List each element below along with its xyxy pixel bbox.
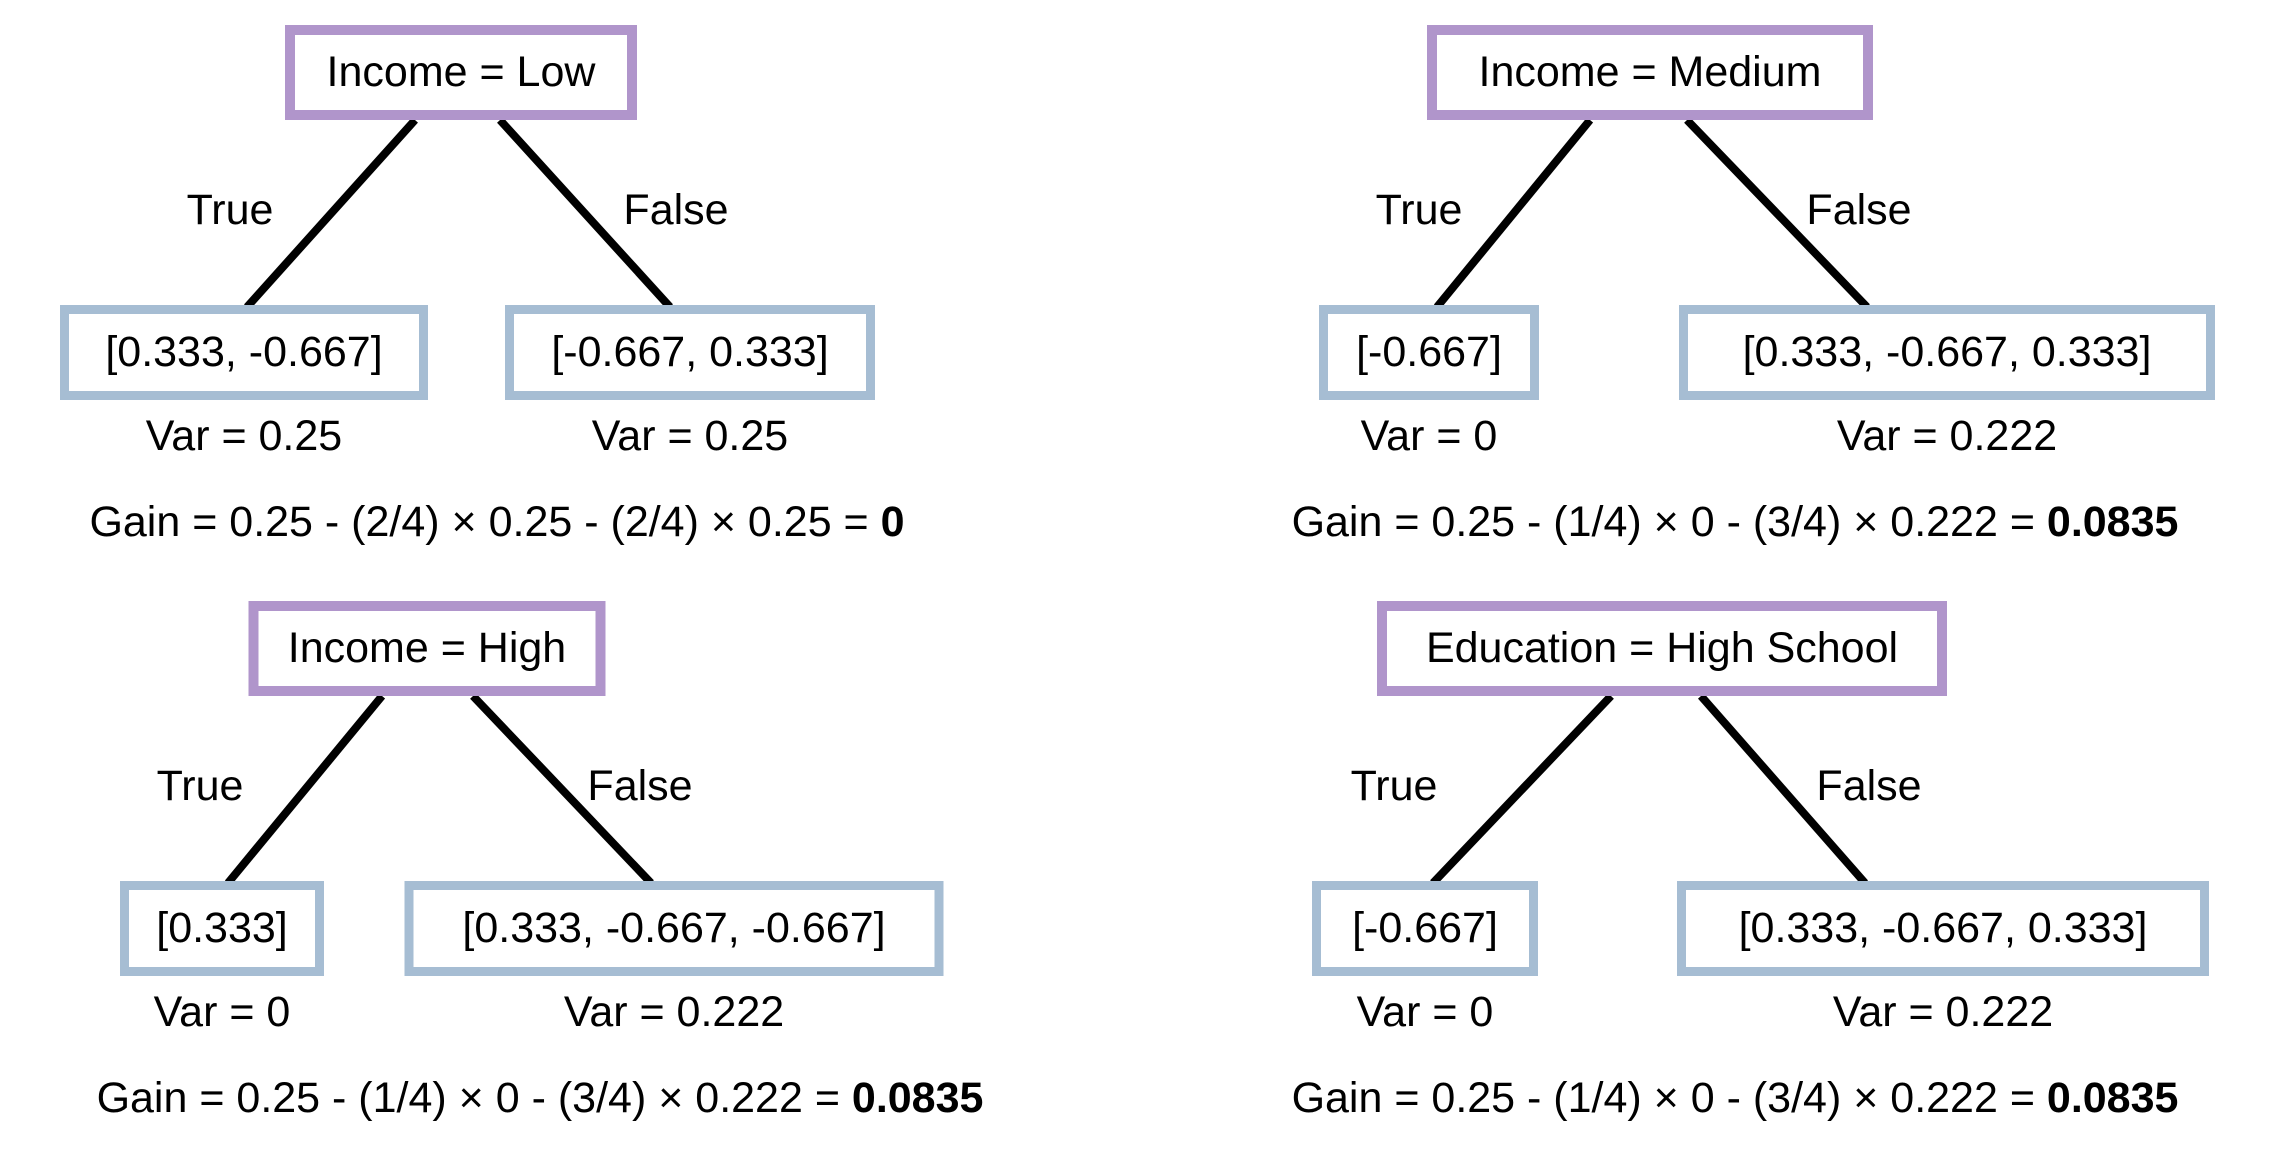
gain-result: 0.0835 [851,1074,984,1122]
variance-label-right: Var = 0.222 [1832,988,2054,1036]
tree-diagram-income-low: Income = Low True False [0.333, -0.667] … [0,0,1144,575]
tree-diagram-income-medium: Income = Medium True False [-0.667] [0.3… [1144,0,2288,575]
tree-diagram-education-high-school: Education = High School True False [-0.6… [1144,576,2288,1151]
leaf-node-right: [0.333, -0.667, 0.333] [1679,305,2215,400]
leaf-node-left: [-0.667] [1312,881,1538,976]
variance-label-right: Var = 0.222 [1836,412,2058,460]
decision-node: Income = Low [285,25,637,120]
gain-result: 0.0835 [2046,498,2179,546]
variance-label-left: Var = 0.25 [145,412,343,460]
false-branch-line [470,693,654,886]
gain-expression: Gain = 0.25 - (1/4) × 0 - (3/4) × 0.222 … [96,1074,852,1122]
branch-true-label: True [1350,762,1438,810]
branch-false-label: False [587,762,693,810]
leaf-node-right: [-0.667, 0.333] [505,305,875,400]
leaf-node-right: [0.333, -0.667, 0.333] [1677,881,2209,976]
gain-expression: Gain = 0.25 - (2/4) × 0.25 - (2/4) × 0.2… [89,498,881,546]
gain-expression: Gain = 0.25 - (1/4) × 0 - (3/4) × 0.222 … [1291,1074,2047,1122]
false-branch-line [1684,117,1870,310]
gain-formula: Gain = 0.25 - (1/4) × 0 - (3/4) × 0.222 … [97,1074,984,1123]
branch-true-label: True [1375,186,1463,234]
gain-formula: Gain = 0.25 - (1/4) × 0 - (3/4) × 0.222 … [1292,1074,2179,1123]
gain-result: 0.0835 [2046,1074,2179,1122]
gain-formula: Gain = 0.25 - (2/4) × 0.25 - (2/4) × 0.2… [89,498,904,547]
gain-formula: Gain = 0.25 - (1/4) × 0 - (3/4) × 0.222 … [1292,498,2179,547]
variance-label-right: Var = 0.25 [591,412,789,460]
true-branch-line [244,117,418,310]
variance-label-right: Var = 0.222 [563,988,785,1036]
gain-expression: Gain = 0.25 - (1/4) × 0 - (3/4) × 0.222 … [1291,498,2047,546]
branch-false-label: False [1816,762,1922,810]
variance-label-left: Var = 0 [153,988,291,1036]
decision-node: Income = High [248,601,606,696]
false-branch-line [1697,693,1869,886]
leaf-node-left: [0.333, -0.667] [60,305,428,400]
true-branch-line [1433,117,1594,310]
decision-node: Education = High School [1377,601,1947,696]
leaf-node-left: [0.333] [120,881,324,976]
tree-edges [244,117,673,310]
variance-label-left: Var = 0 [1356,988,1494,1036]
false-branch-line [497,117,673,310]
gain-result: 0 [880,498,905,546]
branch-true-label: True [186,186,274,234]
leaf-node-right: [0.333, -0.667, -0.667] [404,881,944,976]
branch-true-label: True [156,762,244,810]
branch-false-label: False [1806,186,1912,234]
true-branch-line [1430,693,1614,886]
leaf-node-left: [-0.667] [1319,305,1539,400]
true-branch-line [224,693,386,886]
decision-node: Income = Medium [1427,25,1873,120]
branch-false-label: False [623,186,729,234]
tree-diagram-income-high: Income = High True False [0.333] [0.333,… [0,576,1144,1151]
tree-edges [224,693,654,886]
tree-edges [1433,117,1870,310]
tree-edges [1430,693,1869,886]
variance-label-left: Var = 0 [1360,412,1498,460]
